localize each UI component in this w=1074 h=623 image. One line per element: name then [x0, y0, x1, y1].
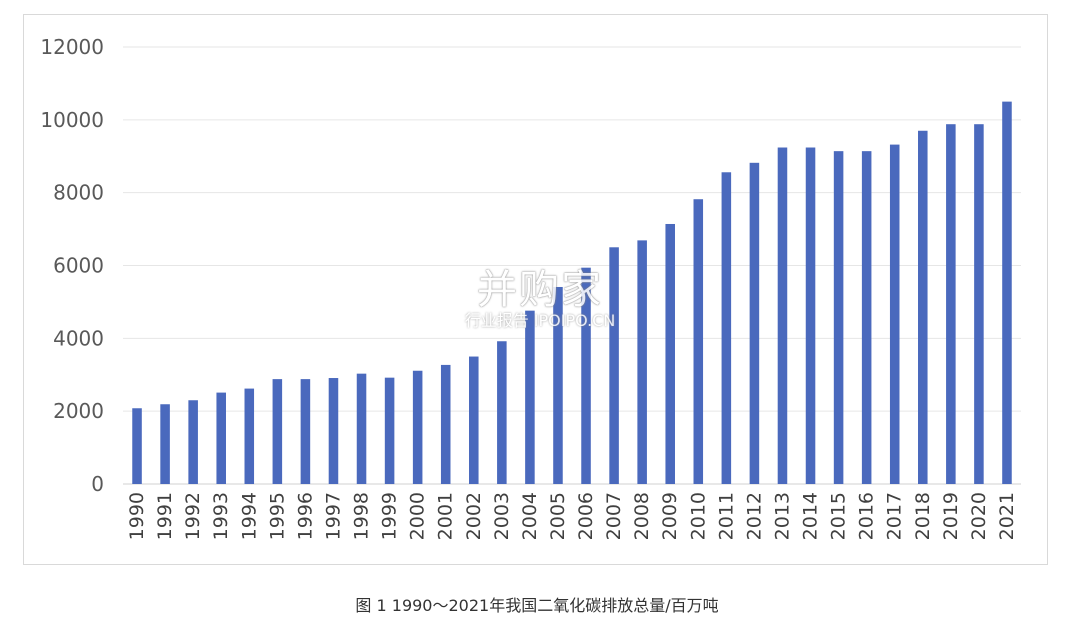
bar-1992: [188, 400, 198, 484]
bars: [132, 101, 1012, 485]
bar-2013: [777, 147, 788, 484]
bar-2014: [805, 147, 816, 484]
bar-2011: [721, 172, 732, 485]
bar-2016: [861, 151, 872, 484]
x-tick-label: 2013: [771, 492, 793, 540]
bar-1999: [384, 377, 395, 484]
y-tick-label: 8000: [53, 181, 104, 205]
bar-2003: [497, 341, 507, 484]
x-tick-label: 2018: [912, 492, 934, 540]
bar-1997: [328, 378, 339, 484]
x-tick-label: 2000: [407, 492, 429, 540]
bar-2004: [525, 310, 535, 484]
x-tick-label: 2008: [631, 492, 653, 540]
bar-1996: [300, 379, 311, 484]
bar-1995: [272, 379, 283, 484]
bar-2008: [637, 240, 647, 484]
bar-2018: [918, 130, 928, 484]
x-tick-label: 2015: [828, 492, 850, 540]
bar-2007: [609, 247, 619, 484]
x-tick-label: 1991: [154, 492, 176, 540]
bar-1990: [132, 408, 142, 484]
x-tick-label: 2014: [800, 492, 822, 540]
x-tick-label: 1994: [238, 492, 260, 540]
y-tick-label: 12000: [40, 35, 104, 59]
x-axis-ticks: 1990 1991 1992 1993 1994 1995 1996 1997 1998 1999…: [126, 492, 1018, 540]
bar-2009: [665, 223, 675, 485]
bar-1994: [244, 388, 255, 484]
bar-2005: [553, 286, 563, 484]
bar-2010: [693, 199, 704, 484]
x-tick-label: 1992: [182, 492, 204, 540]
bar-1998: [356, 373, 367, 484]
x-tick-label: 2004: [519, 492, 541, 540]
x-tick-label: 2001: [435, 492, 457, 540]
bar-2015: [833, 151, 844, 484]
y-axis-ticks: 0 2000 4000 6000 8000 10000 12000: [40, 35, 104, 496]
y-tick-label: 6000: [53, 254, 104, 278]
figure-caption: 图 1 1990～2021年我国二氧化碳排放总量/百万吨: [355, 596, 719, 615]
bar-1993: [216, 392, 226, 484]
x-tick-label: 2010: [687, 492, 709, 540]
x-tick-label: 1990: [126, 492, 148, 540]
x-tick-label: 2016: [856, 492, 878, 540]
x-tick-label: 2011: [715, 492, 737, 540]
bar-2001: [440, 364, 451, 484]
x-tick-label: 2007: [603, 492, 625, 540]
x-tick-label: 2003: [491, 492, 513, 540]
bar-2006: [581, 267, 591, 484]
x-tick-label: 2012: [743, 492, 765, 540]
bar-2012: [749, 162, 760, 484]
x-tick-label: 2019: [940, 492, 962, 540]
x-tick-label: 2009: [659, 492, 681, 540]
bar-2019: [946, 124, 956, 484]
x-tick-label: 1993: [210, 492, 232, 540]
x-tick-label: 1995: [266, 492, 288, 540]
bar-2000: [412, 370, 423, 484]
bar-2017: [889, 144, 900, 484]
x-tick-label: 1997: [322, 492, 344, 540]
bar-chart: 0 2000 4000 6000 8000 10000 12000 1990 1991 1992…: [40, 35, 1021, 540]
x-tick-label: 2020: [968, 492, 990, 540]
bar-2021: [1002, 101, 1012, 484]
bar-2002: [469, 356, 479, 484]
x-tick-label: 1996: [294, 492, 316, 540]
y-tick-label: 10000: [40, 108, 104, 132]
y-tick-label: 4000: [53, 326, 104, 350]
x-tick-label: 2017: [884, 492, 906, 540]
x-tick-label: 1998: [351, 492, 373, 540]
x-tick-label: 2021: [996, 492, 1018, 540]
bar-2020: [974, 124, 984, 484]
chart-frame: 0 2000 4000 6000 8000 10000 12000 1990 1991 1992…: [23, 14, 1048, 565]
x-tick-label: 1999: [379, 492, 401, 540]
bar-1991: [160, 404, 170, 484]
gridlines: [123, 46, 1021, 485]
y-tick-label: 2000: [53, 399, 104, 423]
x-tick-label: 2002: [463, 492, 485, 540]
y-tick-label: 0: [91, 472, 104, 496]
x-tick-label: 2005: [547, 492, 569, 540]
x-tick-label: 2006: [575, 492, 597, 540]
